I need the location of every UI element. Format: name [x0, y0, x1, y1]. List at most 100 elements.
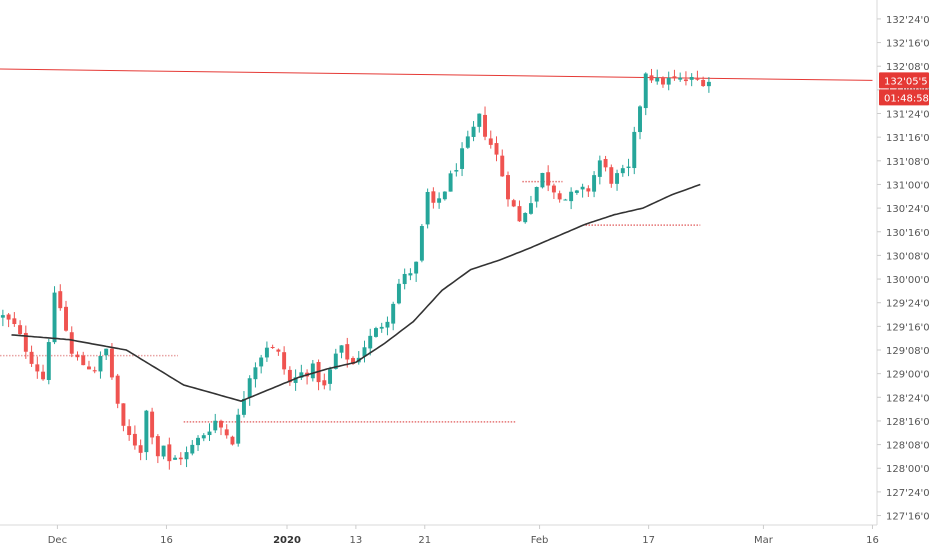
- candle-body[interactable]: [178, 457, 183, 460]
- candle-body[interactable]: [29, 351, 34, 364]
- candle-body[interactable]: [167, 444, 172, 462]
- candle-body[interactable]: [414, 261, 419, 274]
- candle-body[interactable]: [276, 349, 281, 352]
- candle-body[interactable]: [247, 378, 252, 398]
- candle-body[interactable]: [201, 435, 206, 439]
- candle-body[interactable]: [454, 170, 459, 172]
- candle-body[interactable]: [425, 191, 430, 225]
- candle-body[interactable]: [299, 372, 304, 378]
- candle-body[interactable]: [155, 436, 160, 457]
- candle-body[interactable]: [64, 306, 68, 331]
- candle-body[interactable]: [236, 414, 241, 444]
- candle-body[interactable]: [666, 77, 671, 85]
- candle-body[interactable]: [345, 344, 350, 360]
- candle-body[interactable]: [465, 136, 470, 148]
- candle-body[interactable]: [506, 175, 510, 200]
- candle-body[interactable]: [534, 187, 539, 202]
- candle-body[interactable]: [219, 420, 223, 428]
- candle-body[interactable]: [678, 77, 683, 80]
- candle-body[interactable]: [448, 173, 453, 192]
- candle-body[interactable]: [442, 191, 447, 200]
- candle-body[interactable]: [190, 444, 195, 454]
- candle-body[interactable]: [402, 273, 407, 285]
- candle-body[interactable]: [23, 332, 28, 352]
- candle-body[interactable]: [517, 206, 522, 222]
- candle-body[interactable]: [241, 398, 246, 415]
- candle-body[interactable]: [620, 168, 625, 174]
- candle-body[interactable]: [362, 347, 367, 357]
- candle-body[interactable]: [471, 126, 476, 137]
- candle-body[interactable]: [328, 369, 333, 384]
- candle-body[interactable]: [580, 186, 585, 190]
- candle-body[interactable]: [477, 113, 482, 127]
- candle-body[interactable]: [81, 355, 86, 366]
- candle-body[interactable]: [150, 411, 155, 438]
- candle-body[interactable]: [615, 173, 620, 184]
- candle-body[interactable]: [437, 198, 442, 203]
- candle-body[interactable]: [253, 367, 258, 380]
- candle-body[interactable]: [643, 73, 648, 109]
- candle-body[interactable]: [196, 437, 200, 446]
- candle-body[interactable]: [310, 363, 315, 379]
- candle-body[interactable]: [488, 138, 493, 145]
- candle-body[interactable]: [706, 81, 711, 87]
- candle-body[interactable]: [98, 356, 103, 372]
- candle-body[interactable]: [6, 314, 11, 320]
- candle-body[interactable]: [494, 143, 499, 155]
- candle-body[interactable]: [683, 79, 688, 82]
- candle-body[interactable]: [115, 375, 120, 404]
- candle-body[interactable]: [132, 433, 137, 446]
- candle-body[interactable]: [460, 148, 465, 169]
- candle-body[interactable]: [121, 403, 126, 426]
- candle-body[interactable]: [161, 445, 166, 457]
- candle-body[interactable]: [282, 352, 287, 370]
- candle-body[interactable]: [264, 347, 269, 358]
- candle-body[interactable]: [41, 371, 46, 380]
- candle-body[interactable]: [597, 160, 602, 177]
- candle-body[interactable]: [569, 191, 574, 202]
- candle-body[interactable]: [391, 303, 396, 324]
- candle-body[interactable]: [500, 155, 505, 177]
- candle-body[interactable]: [374, 328, 378, 337]
- candle-body[interactable]: [35, 364, 40, 372]
- candle-body[interactable]: [609, 167, 614, 184]
- candle-body[interactable]: [127, 426, 132, 436]
- candle-body[interactable]: [144, 410, 149, 453]
- candle-body[interactable]: [638, 106, 642, 133]
- candle-body[interactable]: [270, 346, 275, 348]
- candle-body[interactable]: [528, 203, 533, 214]
- candle-body[interactable]: [368, 335, 373, 349]
- candle-body[interactable]: [632, 131, 637, 169]
- candle-body[interactable]: [431, 191, 436, 203]
- candle-body[interactable]: [419, 226, 424, 261]
- candle-body[interactable]: [385, 321, 390, 328]
- candle-body[interactable]: [540, 172, 545, 188]
- candle-body[interactable]: [546, 172, 551, 186]
- candle-body[interactable]: [92, 370, 97, 372]
- candle-body[interactable]: [574, 190, 579, 193]
- candle-body[interactable]: [396, 283, 401, 304]
- candle-body[interactable]: [322, 380, 327, 386]
- candle-body[interactable]: [408, 273, 413, 276]
- candle-body[interactable]: [52, 292, 57, 343]
- candle-body[interactable]: [586, 188, 591, 192]
- candle-body[interactable]: [18, 325, 23, 335]
- candle-body[interactable]: [184, 452, 189, 460]
- candle-body[interactable]: [695, 78, 700, 80]
- candle-body[interactable]: [551, 185, 556, 193]
- candle-body[interactable]: [689, 77, 694, 80]
- candle-body[interactable]: [661, 78, 665, 85]
- candle-body[interactable]: [58, 291, 63, 309]
- candle-body[interactable]: [649, 75, 654, 81]
- candle-body[interactable]: [0, 315, 5, 318]
- candle-body[interactable]: [293, 377, 298, 383]
- candle-body[interactable]: [672, 76, 677, 79]
- candle-body[interactable]: [592, 175, 597, 192]
- candle-body[interactable]: [339, 345, 344, 353]
- candle-body[interactable]: [104, 348, 109, 356]
- candle-body[interactable]: [603, 159, 608, 168]
- candle-body[interactable]: [483, 114, 487, 137]
- candle-body[interactable]: [655, 77, 660, 82]
- candle-body[interactable]: [173, 457, 178, 460]
- candle-body[interactable]: [626, 166, 631, 168]
